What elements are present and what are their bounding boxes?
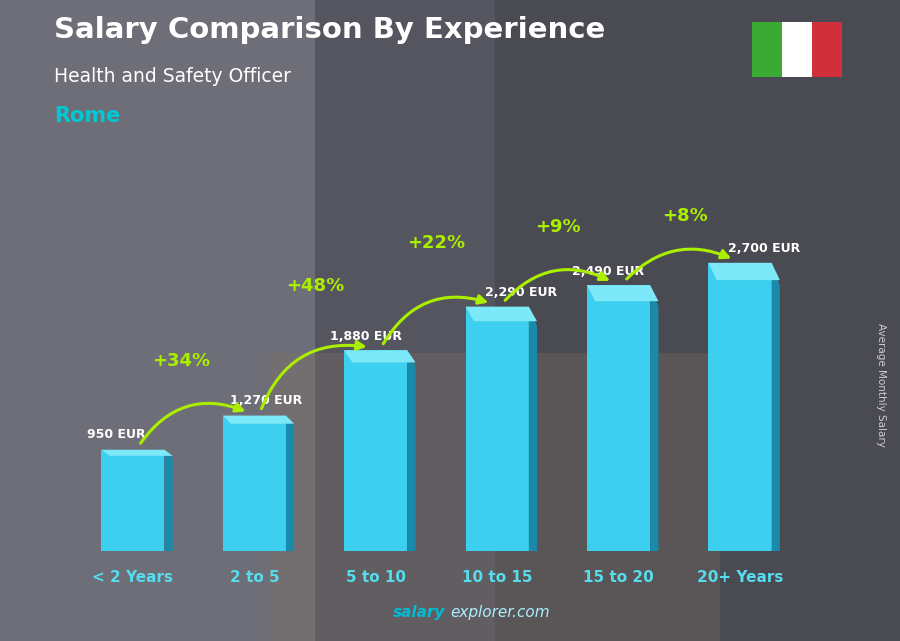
Text: +22%: +22%	[408, 234, 465, 252]
Text: < 2 Years: < 2 Years	[93, 570, 174, 585]
Bar	[465, 306, 529, 551]
Text: 2,290 EUR: 2,290 EUR	[485, 286, 557, 299]
Bar	[587, 285, 650, 551]
Bar	[752, 22, 781, 77]
Polygon shape	[344, 351, 416, 362]
Text: 2 to 5: 2 to 5	[230, 570, 279, 585]
Polygon shape	[223, 415, 294, 424]
Text: 5 to 10: 5 to 10	[346, 570, 406, 585]
Polygon shape	[587, 285, 659, 301]
Text: Salary Comparison By Experience: Salary Comparison By Experience	[54, 16, 605, 44]
Text: 2,700 EUR: 2,700 EUR	[728, 242, 800, 255]
Text: 950 EUR: 950 EUR	[86, 428, 146, 441]
Bar	[102, 450, 165, 551]
Polygon shape	[165, 450, 173, 551]
Bar	[344, 351, 408, 551]
Bar	[495, 0, 900, 641]
Polygon shape	[529, 306, 537, 551]
Text: 15 to 20: 15 to 20	[583, 570, 654, 585]
Text: +8%: +8%	[662, 208, 708, 226]
Text: Average Monthly Salary: Average Monthly Salary	[877, 322, 886, 447]
Polygon shape	[102, 450, 173, 456]
Bar	[270, 353, 720, 641]
Text: +9%: +9%	[536, 218, 580, 236]
Polygon shape	[286, 415, 294, 551]
Text: salary: salary	[393, 606, 446, 620]
Text: +34%: +34%	[152, 352, 211, 370]
Text: Health and Safety Officer: Health and Safety Officer	[54, 67, 291, 87]
Polygon shape	[408, 351, 416, 551]
Polygon shape	[771, 263, 780, 551]
Bar	[223, 415, 286, 551]
Bar	[708, 263, 771, 551]
Bar	[0, 0, 315, 641]
Polygon shape	[650, 285, 659, 551]
Text: 2,490 EUR: 2,490 EUR	[572, 265, 644, 278]
Text: 20+ Years: 20+ Years	[697, 570, 783, 585]
Polygon shape	[708, 263, 780, 280]
Text: Rome: Rome	[54, 106, 121, 126]
Text: 10 to 15: 10 to 15	[462, 570, 533, 585]
Text: 1,880 EUR: 1,880 EUR	[329, 330, 401, 343]
Text: +48%: +48%	[286, 277, 344, 295]
Bar	[812, 22, 842, 77]
Bar	[781, 22, 812, 77]
Text: 1,270 EUR: 1,270 EUR	[230, 394, 302, 407]
Polygon shape	[465, 306, 537, 321]
Text: explorer.com: explorer.com	[450, 606, 550, 620]
